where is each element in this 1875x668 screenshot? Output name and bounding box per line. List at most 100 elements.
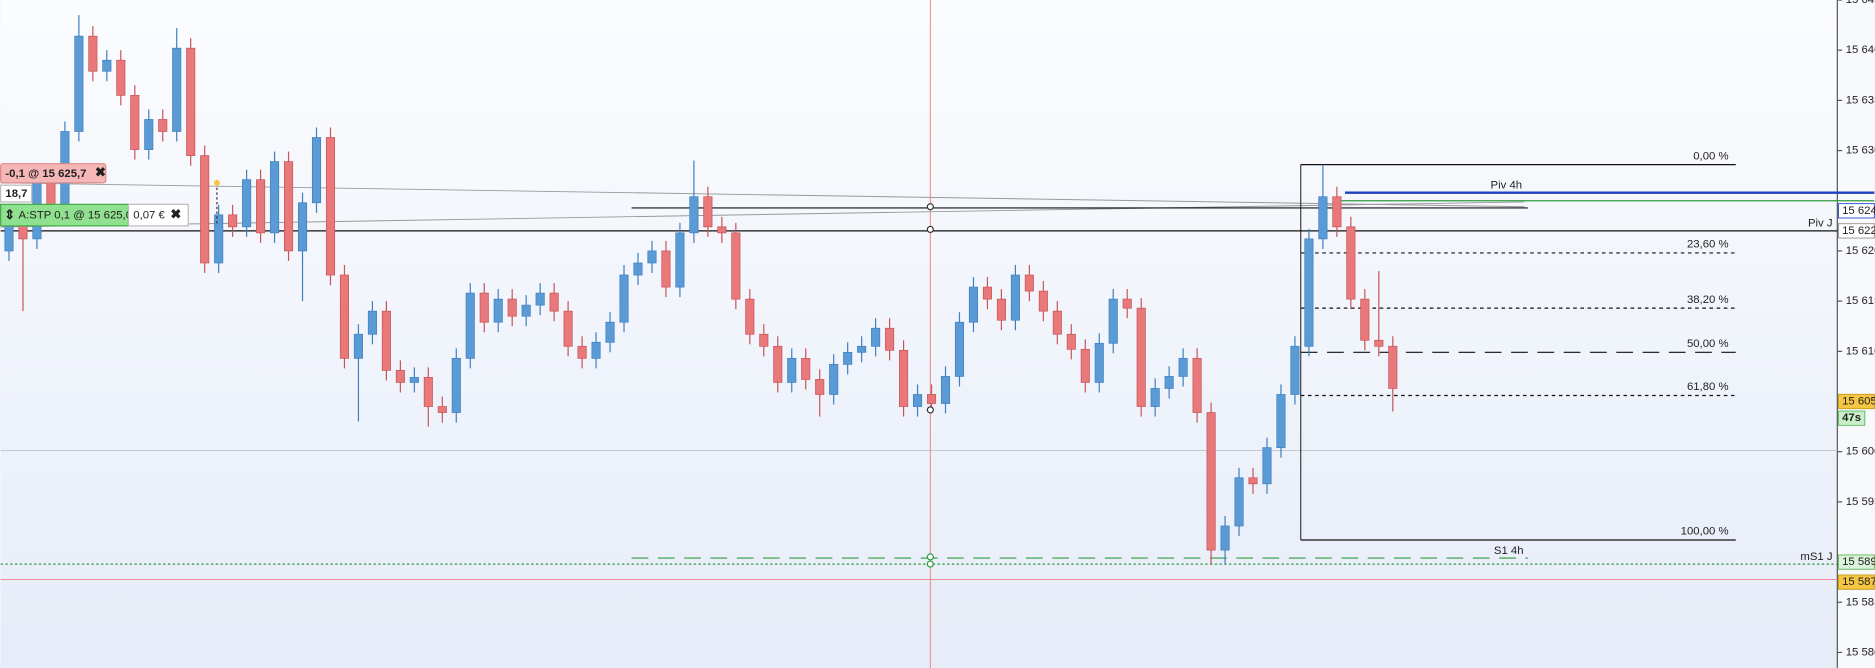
price-tag-label: 15 589 [1842, 556, 1875, 568]
candle-body [717, 226, 727, 234]
candle-body [1318, 196, 1328, 240]
candle-body [1010, 274, 1020, 321]
candle-body [773, 345, 783, 383]
fib-label: 100,00 % [1681, 526, 1729, 538]
candle-body [311, 137, 322, 204]
candle-body [1388, 345, 1398, 389]
candle-body [116, 59, 126, 96]
candle-body [801, 357, 811, 380]
candle-body [1290, 345, 1300, 395]
candle-body [871, 327, 881, 347]
candle-body [228, 214, 238, 228]
candle-body [549, 292, 559, 312]
y-tick-label: 15 640 [1846, 44, 1875, 56]
trendline [0, 201, 1525, 228]
candle-body [1136, 307, 1146, 407]
candle-body [759, 333, 769, 347]
order-panel: -0,1 @ 15 625,7 ✖ 18,7 A:STP 0,1 @ 15 62… [0, 163, 220, 227]
candle-body [1234, 477, 1244, 527]
candle-body [815, 379, 825, 395]
candle-body [493, 298, 503, 323]
candle-body [940, 376, 951, 404]
candle-body [661, 250, 671, 288]
candle-body [1262, 447, 1272, 485]
y-tick-label: 15 635 [1846, 94, 1875, 106]
position-text: -0,1 @ 15 625,7 [5, 168, 86, 180]
candle-body [703, 196, 713, 228]
candle-body [633, 262, 643, 276]
candle-body [787, 357, 797, 383]
fib-label: 38,20 % [1687, 294, 1729, 306]
candle-body [843, 351, 853, 365]
close-icon[interactable]: ✖ [95, 165, 106, 180]
candle-body [829, 364, 839, 395]
price-tag-label: 15 605 [1842, 396, 1875, 408]
candle-body [200, 155, 210, 264]
drag-icon[interactable]: ⇕ [4, 207, 15, 222]
candle-body [88, 35, 98, 72]
candle-body [144, 119, 154, 150]
y-tick-label: 15 610 [1846, 345, 1875, 357]
candle-body [926, 394, 937, 404]
candle-body [1374, 339, 1384, 347]
candle-body [996, 298, 1006, 321]
candle-body [1360, 298, 1370, 341]
candle-body [1150, 388, 1160, 407]
candle-body [857, 345, 867, 353]
candle-body [605, 321, 615, 343]
candle-body [731, 232, 741, 300]
candle-body [1122, 298, 1132, 309]
candle-body [563, 310, 573, 347]
candle-body [256, 179, 266, 234]
pnl-text: 18,7 [5, 188, 27, 200]
anchor [926, 553, 934, 561]
candle-body [982, 286, 992, 300]
anchor [926, 203, 934, 211]
candle-body [675, 232, 685, 288]
candle-body [451, 357, 461, 413]
timer-box [1838, 410, 1866, 426]
level-label: Piv 4h [1491, 180, 1523, 192]
candle-body [1206, 412, 1216, 551]
price-tag [1838, 554, 1875, 570]
candle-body [465, 292, 475, 359]
candle-body [423, 377, 433, 407]
candle-body [619, 274, 629, 323]
cancel-icon[interactable]: ✖ [170, 207, 181, 222]
position-box[interactable] [0, 163, 107, 184]
y-tick-label: 15 600 [1846, 446, 1875, 458]
price-tag [1838, 223, 1875, 239]
y-tick-label: 15 615 [1846, 295, 1875, 307]
stop-text: A:STP 0,1 @ 15 625,0 [19, 210, 132, 222]
candle-body [409, 377, 419, 383]
candle-body [284, 161, 294, 252]
candle-body [535, 292, 545, 306]
marker [213, 179, 220, 186]
anchors [926, 203, 934, 568]
candle-body [591, 341, 601, 359]
candle-body [297, 202, 308, 252]
price-tag-label: 15 587 [1842, 576, 1875, 588]
candle-body [1178, 357, 1188, 377]
level-label: mS1 J [1800, 551, 1832, 563]
candle-body [1276, 394, 1286, 449]
candle-body [1024, 274, 1034, 292]
candle-body [186, 47, 196, 156]
pnl-box [0, 184, 33, 203]
candle-body [353, 333, 363, 359]
y-tick-label: 15 585 [1846, 596, 1875, 608]
candle-body [339, 274, 349, 359]
candle-body [507, 298, 517, 317]
price-tag-label: 15 622 [1842, 225, 1875, 237]
candle-body [577, 345, 587, 359]
candle-body [1164, 376, 1174, 389]
candle-body [954, 321, 965, 377]
candle-body [381, 310, 391, 371]
stop-pnl-box [127, 203, 189, 227]
candle-body [437, 406, 447, 413]
candle-body [745, 298, 755, 335]
candle-body [1038, 290, 1048, 312]
level-label: S1 4h [1494, 545, 1524, 557]
y-tick-label: 15 580 [1846, 646, 1875, 658]
